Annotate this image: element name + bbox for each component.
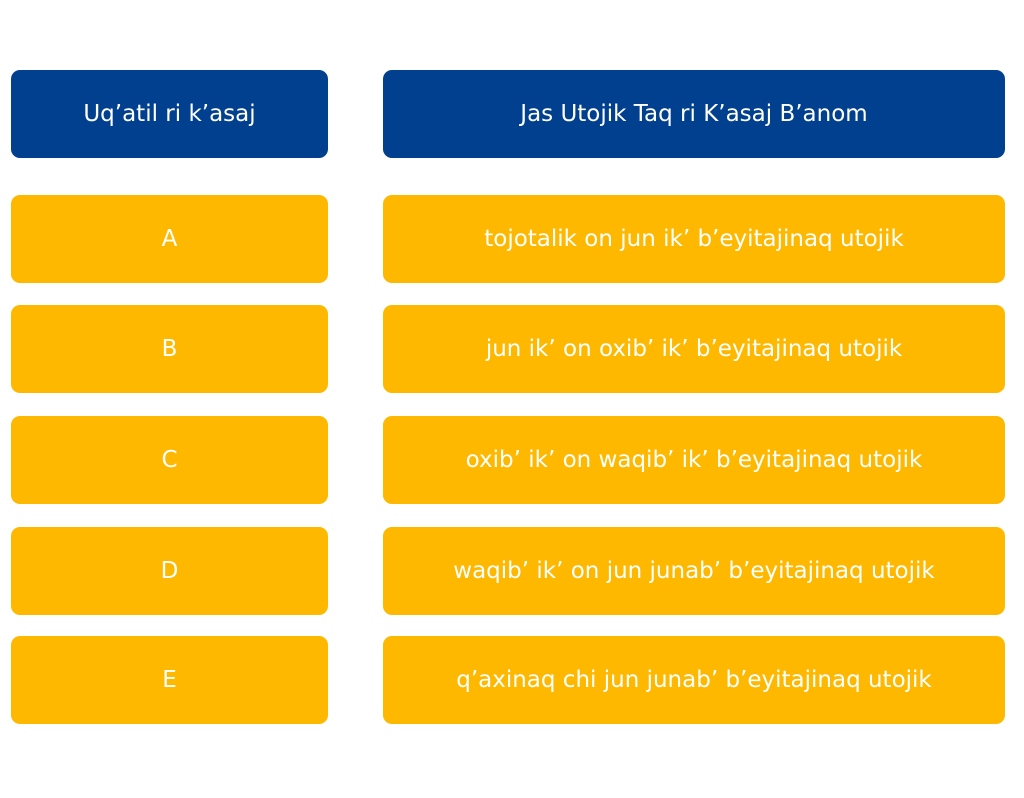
grade-cell-d: D [11, 527, 328, 615]
header-grade: Uq’atil ri k’asaj [11, 70, 328, 158]
description-cell-e: q’axinaq chi jun junab’ b’eyitajinaq uto… [383, 636, 1005, 724]
description-cell-b: jun ik’ on oxib’ ik’ b’eyitajinaq utojik [383, 305, 1005, 393]
description-cell-c: oxib’ ik’ on waqib’ ik’ b’eyitajinaq uto… [383, 416, 1005, 504]
header-description: Jas Utojik Taq ri K’asaj B’anom [383, 70, 1005, 158]
description-cell-d: waqib’ ik’ on jun junab’ b’eyitajinaq ut… [383, 527, 1005, 615]
grade-cell-c: C [11, 416, 328, 504]
grade-cell-b: B [11, 305, 328, 393]
grade-cell-a: A [11, 195, 328, 283]
description-cell-a: tojotalik on jun ik’ b’eyitajinaq utojik [383, 195, 1005, 283]
grade-cell-e: E [11, 636, 328, 724]
